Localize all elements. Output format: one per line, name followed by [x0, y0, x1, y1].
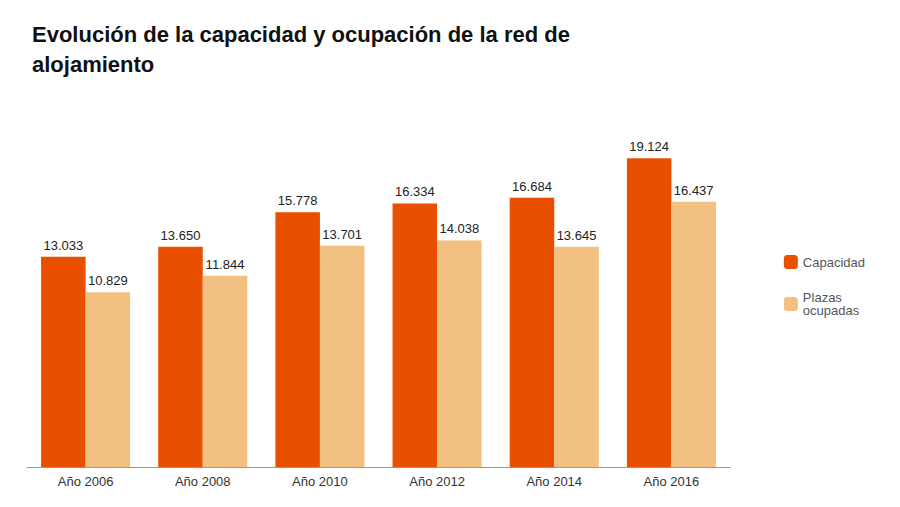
- svg-text:13.645: 13.645: [557, 228, 597, 243]
- svg-text:Año 2006: Año 2006: [58, 474, 114, 489]
- svg-text:19.124: 19.124: [629, 139, 669, 154]
- svg-text:Año 2012: Año 2012: [409, 474, 465, 489]
- svg-text:Año 2008: Año 2008: [175, 474, 231, 489]
- svg-text:15.778: 15.778: [278, 193, 318, 208]
- svg-text:Evolución de la capacidad y oc: Evolución de la capacidad y ocupación de…: [32, 22, 570, 47]
- svg-text:Año 2014: Año 2014: [526, 474, 582, 489]
- svg-text:Capacidad: Capacidad: [803, 255, 865, 270]
- svg-text:Año 2016: Año 2016: [644, 474, 700, 489]
- svg-text:ocupadas: ocupadas: [803, 303, 860, 318]
- svg-text:13.650: 13.650: [161, 228, 201, 243]
- svg-text:13.033: 13.033: [43, 238, 83, 253]
- svg-text:16.334: 16.334: [395, 184, 435, 199]
- svg-text:10.829: 10.829: [88, 273, 128, 288]
- svg-text:16.684: 16.684: [512, 179, 552, 194]
- svg-text:Plazas: Plazas: [802, 290, 842, 305]
- svg-text:14.038: 14.038: [439, 221, 479, 236]
- svg-text:11.844: 11.844: [206, 257, 245, 272]
- svg-text:alojamiento: alojamiento: [32, 52, 154, 77]
- svg-text:13.701: 13.701: [322, 227, 362, 242]
- svg-text:16.437: 16.437: [674, 183, 714, 198]
- svg-text:Año 2010: Año 2010: [292, 474, 348, 489]
